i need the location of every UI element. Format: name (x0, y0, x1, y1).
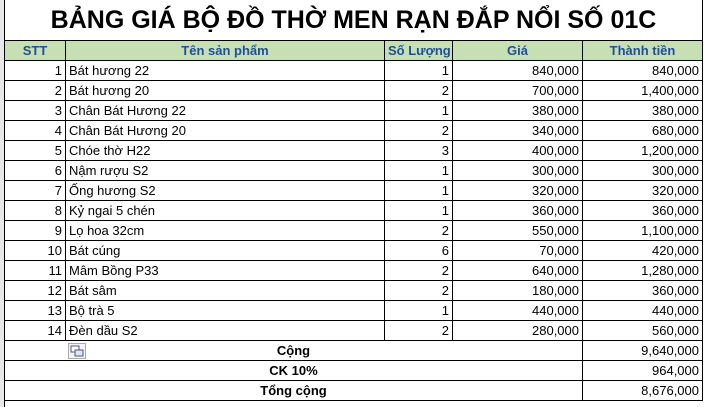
header-cell: Tên sản phẩm (66, 41, 385, 61)
table-cell: Chân Bát Hương 22 (66, 101, 385, 121)
table-cell: 1 (385, 181, 453, 201)
header-cell: Số Lượng (385, 41, 453, 61)
table-cell: Đèn dầu S2 (66, 321, 385, 341)
table-cell: Nậm rượu S2 (66, 161, 385, 181)
table-cell: 380,000 (583, 101, 703, 121)
paste-options-icon[interactable] (68, 343, 86, 359)
table-cell: 440,000 (453, 301, 583, 321)
table-cell: 1 (5, 61, 66, 81)
summary-label: Cộng (5, 341, 583, 361)
header-cell: Thành tiền (583, 41, 703, 61)
table-cell: 2 (385, 221, 453, 241)
table-cell: 380,000 (453, 101, 583, 121)
table-cell: 1,200,000 (583, 141, 703, 161)
sheet-title: BẢNG GIÁ BỘ ĐỒ THỜ MEN RẠN ĐẮP NỔI SỐ 01… (5, 0, 703, 41)
table-cell: 840,000 (453, 61, 583, 81)
table-cell: 420,000 (583, 241, 703, 261)
table-cell: 1 (385, 301, 453, 321)
table-cell: 180,000 (453, 281, 583, 301)
table-cell: Bát cúng (66, 241, 385, 261)
table-cell: 560,000 (583, 321, 703, 341)
table-cell: 360,000 (453, 201, 583, 221)
table-cell: 4 (5, 121, 66, 141)
table-cell: 320,000 (453, 181, 583, 201)
table-cell: 680,000 (583, 121, 703, 141)
table-cell: 340,000 (453, 121, 583, 141)
table-cell: 11 (5, 261, 66, 281)
table-cell: 2 (5, 81, 66, 101)
table-cell: 1 (385, 201, 453, 221)
table-cell: 840,000 (583, 61, 703, 81)
table-cell: 320,000 (583, 181, 703, 201)
table-cell: 400,000 (453, 141, 583, 161)
table-cell: 8 (5, 201, 66, 221)
table-cell: 6 (5, 161, 66, 181)
summary-label: CK 10% (5, 361, 583, 381)
table-cell: 550,000 (453, 221, 583, 241)
table-cell: Lọ hoa 32cm (66, 221, 385, 241)
table-cell: 280,000 (453, 321, 583, 341)
table-cell: 14 (5, 321, 66, 341)
table-cell: Bát sâm (66, 281, 385, 301)
table-cell: 2 (385, 261, 453, 281)
table-cell: 3 (5, 101, 66, 121)
table-cell: Bộ trà 5 (66, 301, 385, 321)
table-cell: 7 (5, 181, 66, 201)
table-cell: Kỷ ngai 5 chén (66, 201, 385, 221)
table-cell: 10 (5, 241, 66, 261)
table-cell: 1 (385, 161, 453, 181)
header-cell: Giá (453, 41, 583, 61)
table-cell: 1,100,000 (583, 221, 703, 241)
table-cell: 360,000 (583, 281, 703, 301)
table-cell: 3 (385, 141, 453, 161)
table-cell: 6 (385, 241, 453, 261)
summary-label: Tổng cộng (5, 381, 583, 401)
table-cell: 1,400,000 (583, 81, 703, 101)
table-cell: 1 (385, 101, 453, 121)
table-cell: Chân Bát Hương 20 (66, 121, 385, 141)
table-cell: 640,000 (453, 261, 583, 281)
table-cell: 2 (385, 281, 453, 301)
table-cell: 360,000 (583, 201, 703, 221)
table-cell: Mâm Bồng P33 (66, 261, 385, 281)
table-cell: 2 (385, 121, 453, 141)
table-cell: Ống hương S2 (66, 181, 385, 201)
table-cell: 300,000 (583, 161, 703, 181)
table-cell: Chóe thờ H22 (66, 141, 385, 161)
table-cell: 700,000 (453, 81, 583, 101)
table-cell: 12 (5, 281, 66, 301)
header-cell: STT (5, 41, 66, 61)
table-cell: 2 (385, 321, 453, 341)
summary-value: 9,640,000 (583, 341, 703, 361)
table-cell: Bát hương 20 (66, 81, 385, 101)
table-cell: 1 (385, 61, 453, 81)
table-cell: Bát hương 22 (66, 61, 385, 81)
summary-value: 964,000 (583, 361, 703, 381)
table-cell: 5 (5, 141, 66, 161)
table-cell: 2 (385, 81, 453, 101)
table-cell: 9 (5, 221, 66, 241)
row-header-strip (0, 0, 5, 407)
table-cell: 13 (5, 301, 66, 321)
table-cell: 440,000 (583, 301, 703, 321)
table-cell: 300,000 (453, 161, 583, 181)
table-cell: 70,000 (453, 241, 583, 261)
table-cell: 1,280,000 (583, 261, 703, 281)
summary-value: 8,676,000 (583, 381, 703, 401)
